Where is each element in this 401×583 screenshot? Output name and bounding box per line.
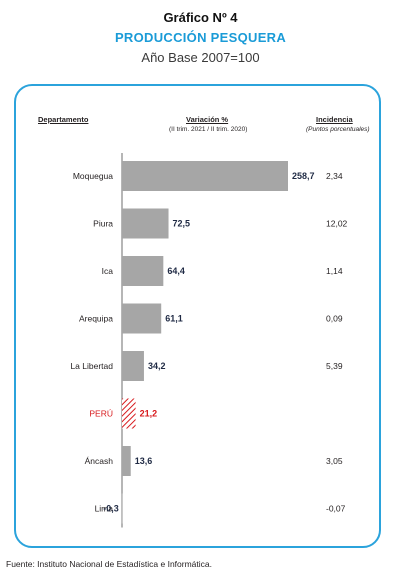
source-note: Fuente: Instituto Nacional de Estadístic… [6,559,212,569]
category-label: PERÚ [89,409,113,419]
column-note-incidence: (Puntos porcentuales) [306,126,370,133]
value-label: 258,7 [292,171,315,181]
chart-title: PRODUCCIÓN PESQUERA [114,30,287,45]
value-label: 61,1 [165,314,183,324]
incidence-label: 12,02 [326,219,348,229]
bar [122,446,131,476]
category-label: Piura [93,219,113,229]
category-label: Arequipa [79,314,113,324]
category-label: Moquegua [73,171,113,181]
incidence-label: -0,07 [326,504,346,514]
bar [122,303,162,334]
bar [121,493,123,524]
value-label: 21,2 [140,409,158,419]
bar [122,256,164,286]
chart-frame [14,84,381,548]
incidence-label: 2,34 [326,171,343,181]
bar-highlight [122,398,136,429]
value-label: 34,2 [148,361,166,371]
incidence-label: 3,05 [326,456,343,466]
column-note-variation: (II trim. 2021 / II trim. 2020) [169,126,248,133]
bar [122,351,144,381]
category-label: Lima [95,504,114,514]
chart-subtitle: Año Base 2007=100 [141,50,260,65]
value-label: -0,3 [103,504,119,514]
value-label: 13,6 [135,456,153,466]
value-label: 64,4 [167,266,185,276]
column-header-incidence: Incidencia [316,115,353,124]
value-label: 72,5 [173,219,191,229]
column-header-variation: Variación % [186,115,229,124]
category-label: Ica [102,266,114,276]
incidence-label: 0,09 [326,314,343,324]
figure-label: Gráfico Nº 4 [163,10,238,25]
bar [122,208,169,239]
bar [122,161,288,191]
category-label: La Libertad [70,361,113,371]
incidence-label: 1,14 [326,266,343,276]
incidence-label: 5,39 [326,361,343,371]
category-label: Áncash [85,456,114,466]
column-header-department: Departamento [38,115,89,124]
